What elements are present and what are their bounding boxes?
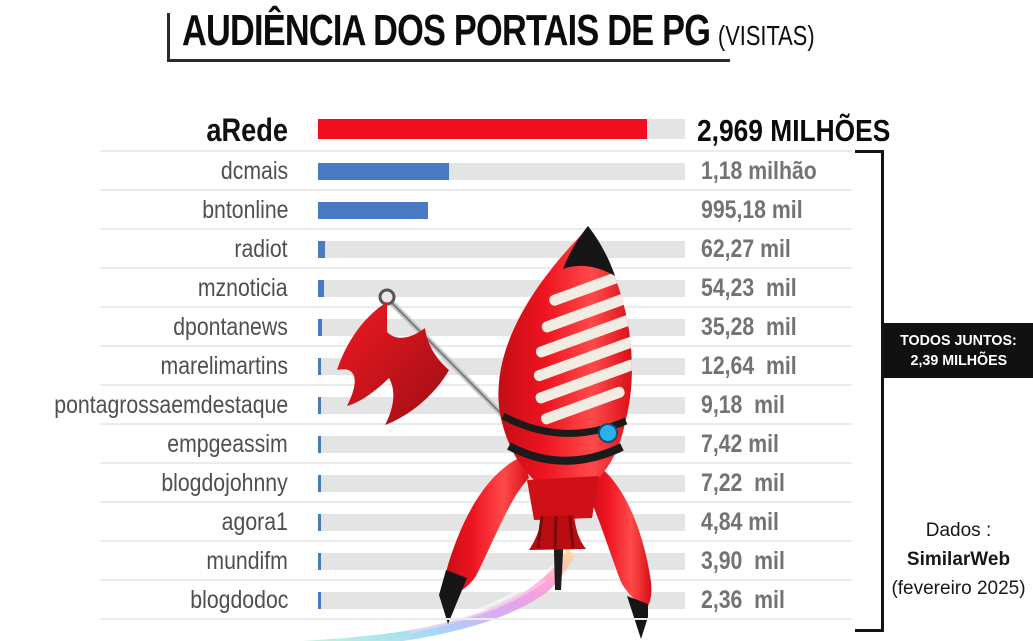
bar: [318, 163, 449, 180]
bar-track: [318, 358, 685, 375]
value-label: 2,36 mil: [701, 586, 785, 614]
value-label: 9,18 mil: [701, 391, 785, 419]
bar: [318, 397, 321, 414]
chart-row: mznoticia 54,23 mil: [100, 267, 852, 308]
bar: [318, 280, 324, 297]
value-label: 4,84 mil: [701, 508, 779, 536]
portal-label: blogdojohnny: [161, 469, 288, 497]
portal-label: mznoticia: [198, 274, 288, 302]
bar: [318, 514, 321, 531]
portal-label: agora1: [221, 508, 288, 536]
data-source: Dados : SimilarWeb (fevereiro 2025): [884, 516, 1033, 603]
chart-row: blogdodoc 2,36 mil: [100, 579, 852, 620]
chart-row: radiot 62,27 mil: [100, 228, 852, 269]
title-rule-horizontal: [167, 59, 730, 62]
bar: [318, 319, 322, 336]
portal-label: marelimartins: [160, 352, 288, 380]
bar-track: [318, 475, 685, 492]
bar: [318, 436, 321, 453]
value-label: 1,18 milhão: [701, 157, 817, 185]
total-badge: TODOS JUNTOS: 2,39 MILHÕES: [884, 323, 1033, 378]
bar: [318, 119, 647, 139]
page-subtitle: (VISITAS): [717, 20, 815, 51]
chart-row: aRede 2,969 MILHÕES: [100, 111, 890, 150]
portal-label: pontagrossaemdestaque: [54, 391, 288, 419]
source-period: (fevereiro 2025): [891, 578, 1026, 599]
bar: [318, 475, 321, 492]
bar-track: [318, 553, 685, 570]
bracket-bottom-arm: [855, 629, 884, 632]
chart-row: dcmais 1,18 milhão: [100, 150, 852, 191]
value-label: 995,18 mil: [701, 196, 803, 224]
bar-track: [318, 436, 685, 453]
bracket-top-arm: [855, 150, 884, 153]
value-label: 12,64 mil: [701, 352, 797, 380]
source-name: SimilarWeb: [906, 549, 1011, 570]
portal-label: dcmais: [220, 157, 288, 185]
chart-row: empgeassim 7,42 mil: [100, 423, 852, 464]
bar: [318, 202, 428, 219]
portal-label: blogdodoc: [189, 586, 288, 614]
source-caption: Dados :: [925, 520, 992, 541]
bar: [318, 592, 321, 609]
portal-label: bntonline: [201, 196, 288, 224]
total-label: TODOS JUNTOS:: [900, 331, 1017, 349]
bar-track: [318, 280, 685, 297]
chart-row: marelimartins 12,64 mil: [100, 345, 852, 386]
bar-track: [318, 397, 685, 414]
bar: [318, 553, 321, 570]
value-label: 3,90 mil: [701, 547, 785, 575]
value-label: 35,28 mil: [701, 313, 797, 341]
total-value: 2,39 MILHÕES: [910, 351, 1007, 369]
chart-row: pontagrossaemdestaque 9,18 mil: [54, 384, 852, 425]
chart-row: agora1 4,84 mil: [100, 501, 852, 542]
portal-label: radiot: [234, 235, 288, 263]
portal-label: mundifm: [206, 547, 288, 575]
title-block: AUDIÊNCIA DOS PORTAIS DE PG (VISITAS): [182, 6, 815, 56]
bar: [318, 358, 321, 375]
chart-row: blogdojohnny 7,22 mil: [100, 462, 852, 503]
value-label: 7,42 mil: [701, 430, 779, 458]
chart-row: dpontanews 35,28 mil: [100, 306, 852, 347]
portal-label: aRede: [206, 112, 288, 148]
page-title: AUDIÊNCIA DOS PORTAIS DE PG: [182, 6, 711, 55]
value-label: 2,969 MILHÕES: [697, 112, 891, 148]
value-label: 7,22 mil: [701, 469, 785, 497]
chart-row: bntonline 995,18 mil: [100, 189, 852, 230]
bracket-line: [881, 150, 884, 632]
bar-track: [318, 514, 685, 531]
bar: [318, 241, 325, 258]
value-label: 62,27 mil: [701, 235, 791, 263]
bar-track: [318, 241, 685, 258]
portal-label: empgeassim: [167, 430, 288, 458]
chart-row: mundifm 3,90 mil: [100, 540, 852, 581]
bar-track: [318, 592, 685, 609]
title-rule-vertical: [167, 13, 170, 61]
value-label: 54,23 mil: [701, 274, 797, 302]
rows-bottom-rule: [100, 618, 852, 620]
portal-label: dpontanews: [173, 313, 288, 341]
bar-track: [318, 319, 685, 336]
